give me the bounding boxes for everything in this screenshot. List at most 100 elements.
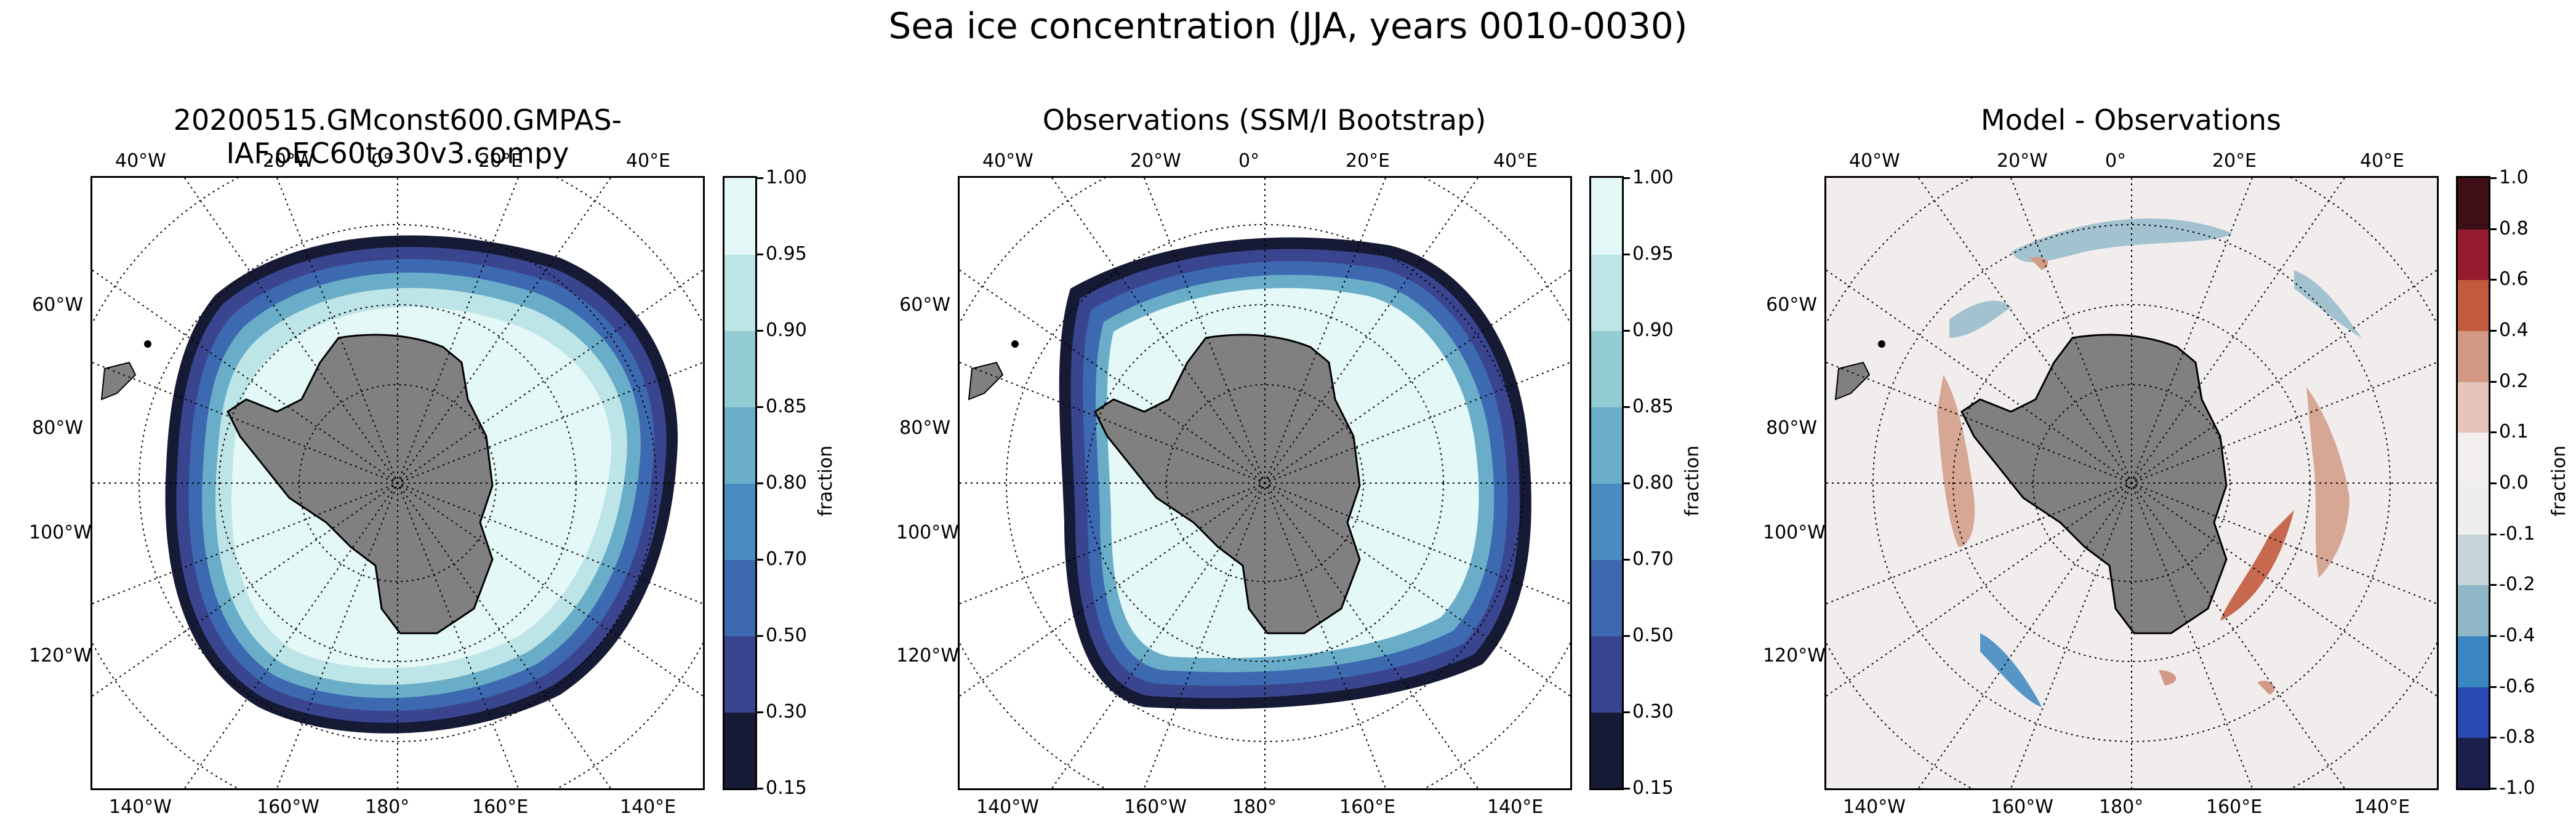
colorbar-tick-mark [1624,177,1630,179]
lon-label-bottom: 140°W [976,796,1039,818]
colorbar-axis-label: fraction [2548,445,2570,517]
colorbar-segment [2458,686,2489,738]
lon-label-top: 40°W [115,150,166,172]
lon-label-bottom: 160°E [1339,796,1396,818]
colorbar-tick-mark [1624,482,1630,484]
colorbar-segment [724,330,755,407]
lat-label-left: 80°W [32,417,83,439]
lat-label-left: 120°W [896,645,959,666]
colorbar-diff [2456,176,2490,790]
colorbar-tick-mark [2490,380,2497,383]
colorbar-tick-mark [1624,559,1630,561]
colorbar-tick-mark [757,406,763,408]
colorbar-segment [1591,254,1622,331]
lon-label-top: 20°E [2212,150,2257,172]
colorbar-segment [724,636,755,713]
colorbar-segment [2458,330,2489,382]
colorbar-segment [1591,559,1622,636]
colorbar-segment [2458,432,2489,484]
colorbar-tick-mark [1624,635,1630,637]
colorbar-tick-label: 0.50 [766,625,807,646]
colorbar-segment [2458,483,2489,535]
lat-label-left: 100°W [1763,522,1826,543]
colorbar-segment [2458,381,2489,433]
colorbar-segment [2458,534,2489,586]
colorbar-tick-mark [2490,686,2497,688]
lat-label-left: 120°W [29,645,92,666]
lat-label-left: 120°W [1763,645,1826,666]
colorbar-segment [1591,330,1622,407]
colorbar-tick-label: 0.70 [1632,548,1674,570]
colorbar-segment [1591,407,1622,484]
lon-label-top: 40°E [1493,150,1538,172]
colorbar-tick-mark [757,254,763,255]
lon-label-bottom: 180° [1232,796,1277,818]
lon-label-bottom: 140°E [2354,796,2410,818]
colorbar-axis-label: fraction [1682,445,1704,517]
colorbar-tick-mark [2490,177,2497,179]
colorbar-tick-mark [2490,584,2497,586]
colorbar-tick-mark [757,788,763,790]
colorbar-tick-label: 0.90 [1632,319,1674,341]
colorbar-tick-mark [2490,737,2497,739]
colorbar-segment [724,254,755,331]
colorbar-model [723,176,757,790]
colorbar-segment [724,407,755,484]
lon-label-bottom: 160°W [1124,796,1187,818]
colorbar-tick-label: 0.15 [1632,777,1674,799]
colorbar-tick-label: 0.80 [766,472,807,494]
colorbar-segment [2458,636,2489,687]
colorbar-tick-mark [757,635,763,637]
lat-label-left: 60°W [32,294,83,316]
colorbar-tick-mark [1624,788,1630,790]
colorbar-tick-mark [757,330,763,332]
lon-label-bottom: 180° [2099,796,2144,818]
colorbar-tick-mark [2490,431,2497,434]
colorbar-tick-label: -0.6 [2499,675,2535,697]
lon-label-top: 20°E [1346,150,1390,172]
colorbar-tick-mark [2490,635,2497,637]
colorbar-tick-label: 0.90 [766,319,807,341]
antarctica-obs [968,334,1361,634]
lon-label-bottom: 140°W [1843,796,1906,818]
graticule-diff [1826,178,2437,788]
colorbar-segment [1591,636,1622,713]
colorbar-tick-mark [1624,711,1630,713]
map-diff-svg [1826,178,2437,788]
colorbar-tick-label: 1.00 [1632,167,1674,188]
panel-title-obs: Observations (SSM/I Bootstrap) [1042,103,1487,137]
map-model-svg [92,178,703,788]
colorbar-tick-label: 0.1 [2499,421,2529,443]
colorbar-segment [1591,178,1622,255]
lon-label-bottom: 160°E [2206,796,2263,818]
lon-label-bottom: 140°E [1487,796,1544,818]
colorbar-tick-label: 0.30 [1632,701,1674,722]
lon-label-top: 40°W [1849,150,1900,172]
colorbar-segment [1591,712,1622,788]
lon-label-top: 40°W [982,150,1033,172]
colorbar-tick-label: 0.95 [766,243,807,265]
colorbar-tick-mark [2490,228,2497,230]
diff-contours [1937,218,2362,707]
colorbar-segment [724,483,755,560]
lon-label-bottom: 160°W [1991,796,2053,818]
colorbar-tick-label: 0.15 [766,777,807,799]
lat-label-left: 60°W [899,294,950,316]
colorbar-segment [724,712,755,788]
panel-title-diff: Model - Observations [1980,103,2282,137]
lon-label-bottom: 140°W [109,796,172,818]
map-panel-obs [958,176,1572,790]
colorbar-tick-mark [757,711,763,713]
colorbar-tick-label: 0.2 [2499,370,2529,392]
map-panel-diff [1824,176,2439,790]
panel-title-model: 20200515.GMconst600.GMPAS-IAF.oEC60to30v… [173,103,622,170]
colorbar-axis-label: fraction [815,445,837,517]
colorbar-tick-label: 0.30 [766,701,807,722]
colorbar-segment [2458,585,2489,636]
colorbar-tick-label: 0.50 [1632,625,1674,646]
lat-label-left: 100°W [896,522,959,543]
colorbar-tick-mark [2490,788,2497,790]
lat-label-left: 60°W [1766,294,1817,316]
lon-label-bottom: 160°W [257,796,319,818]
antarctica-diff [1834,334,2228,634]
